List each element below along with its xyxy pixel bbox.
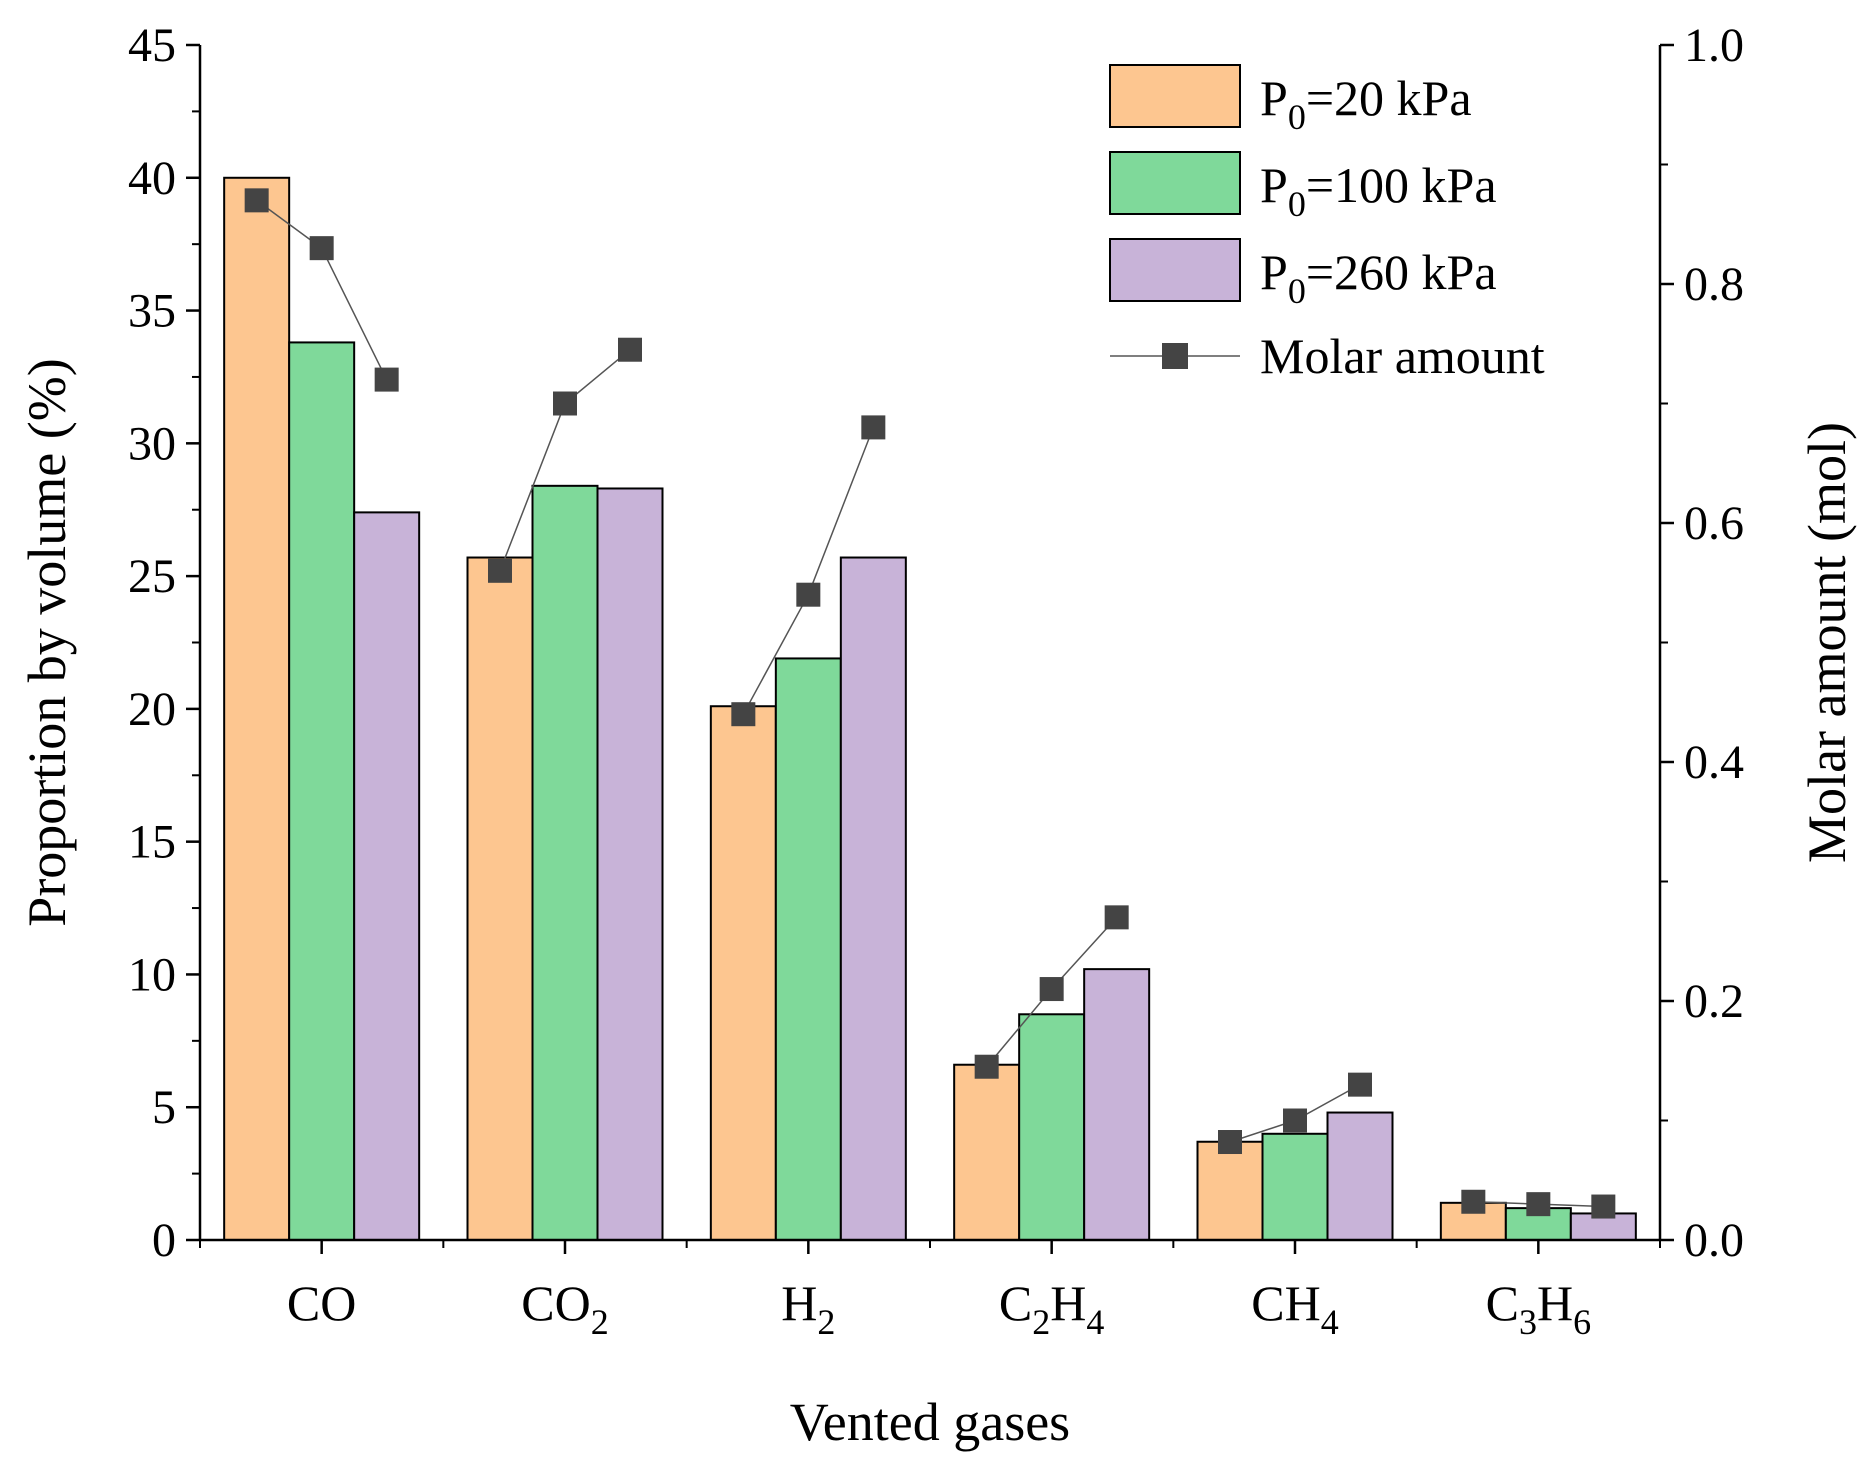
y2-tick-label: 0.4 bbox=[1684, 736, 1744, 789]
molar-marker bbox=[1461, 1189, 1486, 1214]
bar-h2-series-2 bbox=[774, 657, 842, 1241]
bar-co-series-2 bbox=[288, 341, 356, 1241]
y-tick-label: 25 bbox=[128, 550, 176, 603]
x-tick-label: CO bbox=[287, 1275, 356, 1331]
y-tick-label: 0 bbox=[152, 1214, 176, 1267]
x-axis-title: Vented gases bbox=[790, 1392, 1070, 1452]
molar-marker bbox=[309, 236, 334, 261]
y2-axis-title: Molar amount (mol) bbox=[1797, 422, 1857, 863]
y-tick-label: 35 bbox=[128, 285, 176, 338]
molar-marker bbox=[1283, 1108, 1307, 1133]
bar-ch4-series-2 bbox=[1261, 1132, 1329, 1242]
y-axis-title: Proportion by volume (%) bbox=[17, 358, 77, 926]
molar-marker bbox=[796, 582, 821, 607]
bar-c2h4-series-1 bbox=[953, 1063, 1021, 1241]
bar-co-series-1 bbox=[223, 176, 291, 1241]
bar-h2-series-1 bbox=[709, 705, 777, 1241]
y2-tick-label: 0.2 bbox=[1684, 975, 1744, 1028]
bar-co2-series-3 bbox=[596, 487, 664, 1241]
y-tick-label: 45 bbox=[128, 19, 176, 72]
legend-swatch-3 bbox=[1109, 238, 1241, 302]
molar-marker bbox=[244, 188, 269, 213]
legend-swatch-1 bbox=[1109, 64, 1241, 128]
axes-group: 0 5 10 15 20 25 30 35 40 45 0.0 0.2 0.4 0.6 0.8 1.0 CO CO… bbox=[17, 19, 1857, 1452]
legend-swatch-2 bbox=[1109, 151, 1241, 215]
x-tick-label: CO2 bbox=[521, 1275, 608, 1342]
legend-label-1: P0=20 kPa bbox=[1260, 70, 1472, 137]
y2-tick-label: 0.0 bbox=[1684, 1214, 1744, 1267]
molar-markers-group bbox=[244, 188, 1616, 1219]
bar-co-series-3 bbox=[353, 511, 421, 1241]
legend-label-2: P0=100 kPa bbox=[1260, 157, 1497, 224]
molar-marker bbox=[1526, 1192, 1551, 1217]
x-tick-label: C3H6 bbox=[1486, 1275, 1591, 1342]
molar-marker bbox=[861, 415, 886, 440]
molar-marker bbox=[974, 1054, 999, 1079]
molar-marker bbox=[1591, 1194, 1616, 1219]
legend-label-3: P0=260 kPa bbox=[1260, 244, 1497, 311]
legend-marker-molar bbox=[1162, 343, 1188, 369]
legend: P0=20 kPa P0=100 kPa P0=260 kPa Molar amoun… bbox=[1109, 64, 1545, 384]
y2-tick-label: 1.0 bbox=[1684, 19, 1744, 72]
x-tick-label: H2 bbox=[781, 1275, 835, 1342]
molar-marker bbox=[1348, 1072, 1372, 1097]
y-tick-label: 30 bbox=[128, 417, 176, 470]
molar-marker bbox=[1218, 1130, 1242, 1155]
x-tick-label: C2H4 bbox=[999, 1275, 1104, 1342]
bar-ch4-series-3 bbox=[1326, 1111, 1394, 1241]
bar-h2-series-3 bbox=[839, 556, 907, 1241]
bars-group bbox=[223, 176, 1637, 1242]
y2-tick-label: 0.6 bbox=[1684, 497, 1744, 550]
bar-co2-series-1 bbox=[466, 556, 534, 1241]
bar-c2h4-series-2 bbox=[1018, 1013, 1086, 1241]
molar-marker bbox=[1104, 905, 1129, 930]
molar-marker bbox=[374, 367, 399, 392]
molar-marker bbox=[488, 558, 512, 583]
legend-label-molar: Molar amount bbox=[1260, 328, 1545, 384]
y-tick-label: 40 bbox=[128, 152, 176, 205]
y-tick-label: 20 bbox=[128, 683, 176, 736]
bar-c2h4-series-3 bbox=[1083, 968, 1151, 1242]
y-tick-label: 5 bbox=[152, 1081, 176, 1134]
x-tick-label: CH4 bbox=[1251, 1275, 1338, 1342]
bar-c3h6-series-2 bbox=[1504, 1207, 1572, 1241]
molar-marker bbox=[731, 702, 756, 727]
molar-marker bbox=[553, 391, 577, 416]
molar-marker bbox=[1039, 977, 1064, 1002]
molar-marker bbox=[618, 337, 642, 362]
y-tick-label: 10 bbox=[128, 948, 176, 1001]
bar-ch4-series-1 bbox=[1196, 1140, 1264, 1241]
bar-co2-series-2 bbox=[531, 484, 599, 1242]
y-tick-label: 15 bbox=[128, 816, 176, 869]
y2-tick-label: 0.8 bbox=[1684, 258, 1744, 311]
